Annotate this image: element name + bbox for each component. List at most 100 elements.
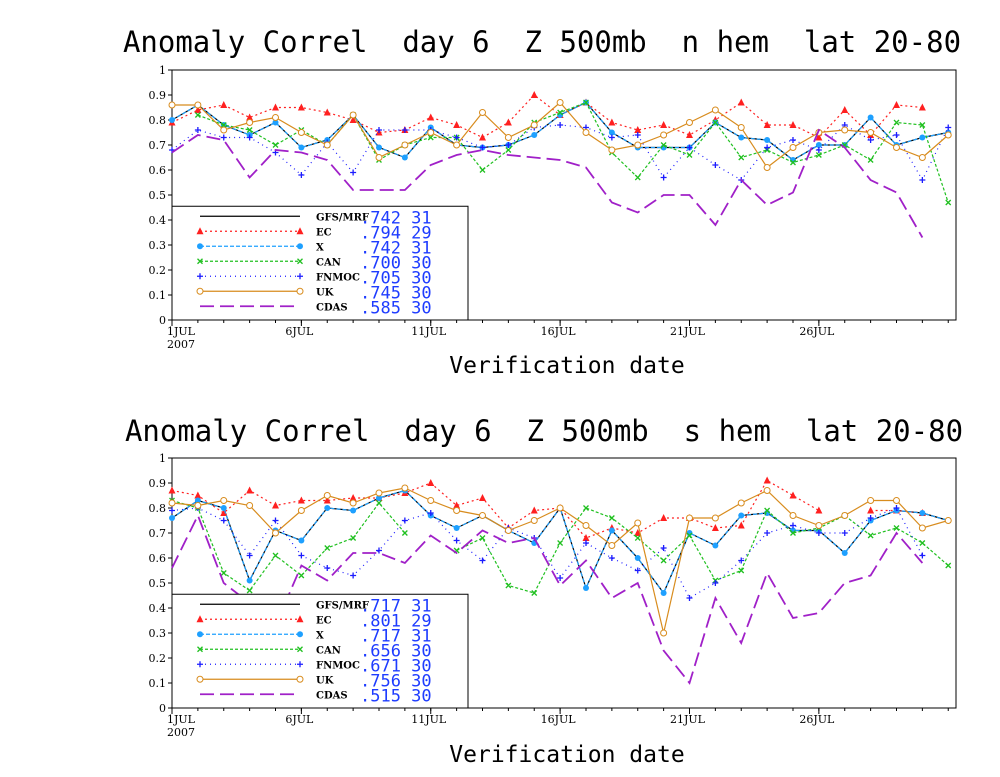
marker-plus bbox=[453, 134, 460, 141]
y-tick-label: 0.1 bbox=[149, 289, 167, 302]
x-tick-label: 6JUL bbox=[285, 325, 314, 338]
marker-x bbox=[531, 590, 538, 596]
marker-open-circle bbox=[867, 497, 875, 504]
legend-score: .745 30 bbox=[360, 283, 432, 303]
marker-dot bbox=[298, 144, 305, 151]
legend-name: X bbox=[316, 630, 324, 641]
marker-open-circle bbox=[323, 492, 331, 499]
marker-x bbox=[634, 174, 641, 181]
legend-entry: CDAS .585 30 bbox=[200, 298, 432, 318]
legend-name: CDAS bbox=[316, 690, 348, 701]
marker-triangle bbox=[453, 121, 461, 128]
marker-plus bbox=[945, 124, 952, 131]
marker-open-circle bbox=[478, 109, 486, 116]
marker-plus bbox=[764, 144, 771, 151]
legend-name: CAN bbox=[316, 645, 341, 656]
marker-dot bbox=[272, 119, 279, 126]
marker-dot bbox=[841, 550, 848, 556]
marker-x bbox=[557, 540, 564, 546]
marker-open-circle bbox=[168, 499, 176, 507]
legend-score: .717 31 bbox=[360, 626, 432, 646]
marker-triangle bbox=[323, 496, 331, 504]
marker-open-circle bbox=[194, 101, 202, 109]
y-tick-label: 0.2 bbox=[149, 652, 167, 665]
legend-box bbox=[171, 593, 469, 709]
marker-x bbox=[686, 532, 693, 539]
marker-open-circle bbox=[634, 141, 642, 149]
legend-name: UK bbox=[316, 675, 334, 686]
marker-plus bbox=[815, 530, 822, 536]
marker-x bbox=[634, 535, 641, 541]
marker-triangle bbox=[196, 227, 204, 235]
x-tick-label: 1JUL bbox=[167, 713, 196, 726]
series-fnmoc bbox=[169, 505, 926, 601]
legend-score: .801 29 bbox=[360, 611, 432, 631]
marker-open-circle bbox=[401, 141, 409, 149]
legend-score: .700 30 bbox=[360, 253, 432, 273]
marker-open-circle bbox=[918, 154, 926, 161]
marker-x bbox=[919, 122, 926, 128]
marker-plus bbox=[246, 552, 253, 559]
marker-plus bbox=[324, 565, 331, 571]
marker-open-circle bbox=[220, 126, 228, 134]
marker-dot bbox=[401, 154, 408, 161]
marker-triangle bbox=[660, 121, 668, 128]
marker-dot bbox=[169, 515, 175, 521]
marker-open-circle bbox=[401, 484, 409, 492]
marker-x bbox=[427, 134, 434, 141]
legend-entry: FNMOC .671 30 bbox=[197, 656, 432, 676]
marker-open-circle bbox=[297, 129, 305, 136]
y-tick-label: 0.1 bbox=[149, 677, 167, 690]
marker-open-circle bbox=[892, 144, 900, 151]
marker-plus bbox=[893, 132, 900, 138]
y-tick-label: 0.4 bbox=[149, 214, 167, 227]
legend-score: .515 30 bbox=[360, 686, 432, 706]
marker-dot bbox=[197, 243, 203, 250]
marker-x bbox=[893, 525, 900, 531]
marker-dot bbox=[246, 577, 253, 584]
marker-x bbox=[660, 557, 667, 564]
y-tick-label: 1 bbox=[159, 452, 166, 465]
marker-open-circle bbox=[296, 287, 304, 295]
marker-open-circle bbox=[323, 141, 331, 149]
marker-plus bbox=[297, 661, 303, 668]
y-tick-label: 0.6 bbox=[149, 552, 167, 565]
legend-name: CAN bbox=[316, 257, 341, 268]
marker-x bbox=[945, 562, 952, 569]
y-tick-label: 0.6 bbox=[149, 164, 167, 177]
marker-open-circle bbox=[556, 99, 564, 106]
marker-open-circle bbox=[349, 499, 357, 507]
marker-plus bbox=[375, 127, 382, 133]
x-axis-label: Verification date bbox=[449, 742, 684, 768]
marker-x bbox=[583, 505, 589, 511]
marker-plus bbox=[634, 567, 641, 574]
marker-open-circle bbox=[660, 131, 668, 139]
marker-x bbox=[376, 500, 382, 506]
panel-s-hem: Anomaly Correl day 6 Z 500mb s hem lat 2… bbox=[125, 414, 963, 768]
marker-dot bbox=[919, 134, 926, 141]
marker-open-circle bbox=[582, 129, 590, 136]
y-tick-label: 0.8 bbox=[149, 114, 167, 127]
marker-x bbox=[220, 570, 227, 576]
marker-triangle bbox=[194, 106, 202, 113]
legend-entry: X .742 31 bbox=[197, 238, 432, 258]
marker-plus bbox=[764, 530, 771, 536]
y-tick-label: 0.7 bbox=[149, 527, 167, 540]
marker-x bbox=[479, 535, 486, 541]
legend-score: .717 31 bbox=[360, 596, 432, 616]
marker-x bbox=[945, 199, 952, 206]
marker-triangle bbox=[246, 113, 254, 121]
marker-open-circle bbox=[685, 119, 693, 126]
marker-plus bbox=[220, 517, 227, 524]
marker-triangle bbox=[478, 133, 486, 141]
marker-x bbox=[608, 515, 615, 521]
marker-dot bbox=[453, 525, 460, 531]
marker-x bbox=[197, 646, 203, 653]
y-tick-label: 0.7 bbox=[149, 139, 167, 152]
marker-triangle bbox=[763, 121, 771, 128]
marker-x bbox=[790, 530, 796, 536]
marker-open-circle bbox=[297, 507, 305, 514]
marker-plus bbox=[557, 575, 564, 581]
marker-dot bbox=[197, 631, 203, 638]
marker-plus bbox=[841, 530, 848, 536]
